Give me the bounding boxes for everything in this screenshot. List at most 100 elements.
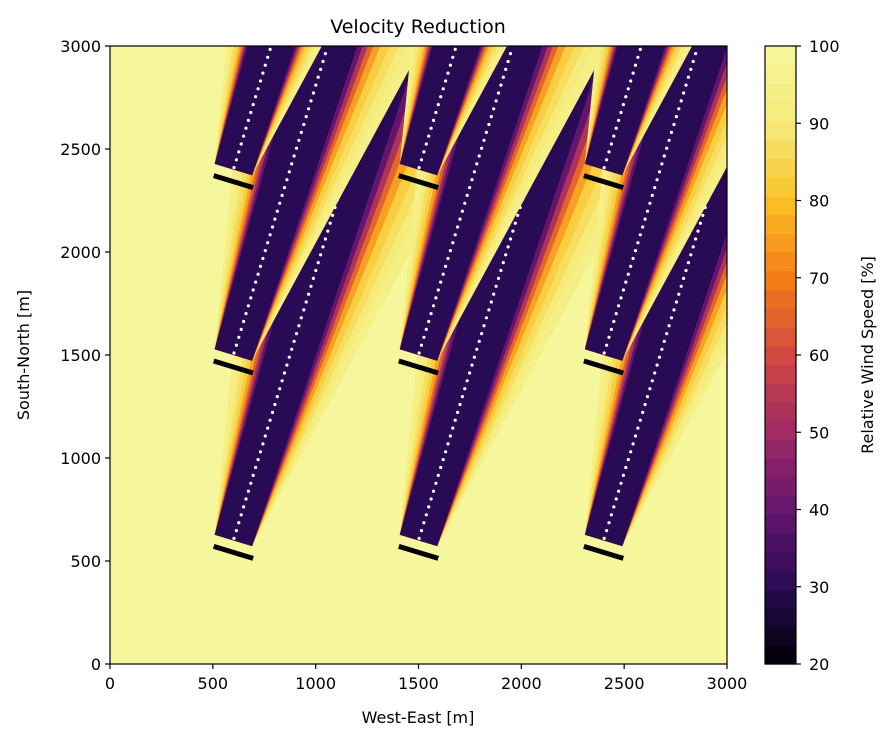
wake-centerline-point (472, 355, 476, 359)
turbine-rotor (212, 173, 254, 190)
wake-centerline-point (621, 288, 626, 292)
wake-centerline-point (448, 434, 452, 438)
wake-centerline-point (278, 201, 282, 205)
wake-centerline-point (232, 166, 236, 170)
wake-centerline-point (429, 126, 433, 130)
wake-centerline-point (242, 319, 246, 324)
wake-centerline-point (470, 363, 474, 367)
wake-centerline-point (451, 426, 455, 430)
wake-centerline-point (605, 158, 609, 162)
wake-centerline-point (456, 225, 460, 229)
wake-centerline-point (444, 79, 448, 83)
wake-centerline-point (669, 316, 674, 320)
wake-centerline-point (619, 481, 623, 485)
wake-centerline-point (636, 241, 640, 245)
colorbar-level (765, 607, 796, 628)
wake-centerline-point (424, 142, 428, 146)
turbine-rotor (583, 358, 625, 376)
wake-centerline-point (648, 201, 652, 205)
wake-centerline-point (314, 83, 318, 87)
wake-centerline-point (417, 166, 421, 170)
colorbar-level (765, 64, 796, 85)
wake-centerline-point (451, 241, 455, 245)
colorbar-level (765, 195, 796, 216)
wake-centerline-point (448, 63, 452, 67)
turbine-rotor (398, 358, 439, 376)
wake-centerline-point (617, 118, 621, 122)
wake-centerline-point (239, 142, 243, 146)
wake-centerline-point (244, 497, 248, 501)
wake-centerline-point (287, 170, 291, 174)
wake-centerline-point (453, 418, 457, 422)
wake-centerline-point (251, 103, 255, 107)
wake-centerline-point (249, 110, 253, 115)
y-tick-label: 3000 (60, 37, 101, 56)
colorbar-level (765, 177, 796, 197)
wake-centerline-point (282, 371, 287, 375)
wake-centerline-point (427, 505, 431, 509)
wake-centerline-point (254, 280, 258, 284)
wake-centerline-point (508, 237, 513, 241)
colorbar-level (765, 420, 796, 440)
wake-centerline-point (263, 434, 267, 438)
wake-centerline-point (285, 363, 289, 367)
wake-centerline-point (667, 138, 671, 142)
turbine-rotor (583, 173, 625, 190)
wake-centerline-point (508, 52, 513, 56)
wake-centerline-point (249, 481, 253, 485)
wake-centerline-point (605, 529, 609, 533)
wake-centerline-point (665, 146, 669, 150)
colorbar-level (765, 252, 796, 272)
wake-centerline-point (256, 272, 260, 276)
wake-centerline-point (448, 249, 452, 253)
wake-centerline-point (463, 201, 467, 205)
wake-centerline-point (619, 296, 623, 300)
colorbar-tick-label: 70 (809, 269, 829, 288)
wake-centerline-point (465, 193, 469, 197)
colorbar-tick-label: 90 (809, 114, 829, 133)
x-tick-label: 500 (198, 674, 229, 693)
wake-centerline-point (624, 465, 628, 470)
wake-centerline-point (605, 343, 609, 347)
wake-centerline-point (629, 264, 633, 268)
colorbar-level (765, 139, 796, 159)
wake-centerline-point (609, 142, 614, 146)
wake-centerline-point (258, 450, 263, 454)
wake-centerline-point (424, 513, 428, 517)
wake-centerline-point (602, 166, 606, 170)
colorbar-tick-label: 60 (809, 346, 829, 365)
wake-centerline-point (321, 245, 325, 249)
wake-centerline-point (319, 253, 323, 257)
wake-centerline-point (441, 87, 445, 91)
wake-centerline-point (422, 521, 426, 525)
colorbar-level (765, 46, 796, 66)
y-tick-label: 1500 (60, 346, 101, 365)
wake-centerline-point (419, 158, 424, 162)
wake-centerline-point (499, 268, 503, 273)
wake-centerline-point (256, 87, 260, 91)
wake-centerline-point (657, 170, 662, 174)
wake-centerline-point (299, 130, 303, 134)
wake-centerline-point (694, 52, 698, 56)
wake-centerline-point (304, 300, 308, 304)
wake-centerline-point (475, 162, 479, 166)
wake-centerline-point (304, 115, 308, 119)
wake-centerline-point (316, 75, 320, 79)
wake-centerline-point (477, 339, 481, 343)
wake-centerline-point (237, 521, 241, 525)
colorbar-level (765, 102, 796, 122)
wake-centerline-point (275, 395, 279, 399)
wake-centerline-point (246, 489, 250, 493)
wake-centerline-point (444, 264, 448, 268)
colorbar-level (765, 233, 796, 253)
y-tick-label: 0 (91, 655, 101, 674)
wake-centerline-point (246, 118, 250, 122)
wake-centerline-point (251, 288, 255, 292)
wake-centerline-point (636, 55, 640, 59)
wake-centerline-point (234, 343, 238, 347)
colorbar-level (765, 289, 796, 309)
colorbar-level (765, 645, 796, 665)
colorbar-tick-label: 80 (809, 192, 829, 211)
wake-centerline-point (326, 229, 330, 233)
wake-centerline-point (494, 99, 498, 103)
